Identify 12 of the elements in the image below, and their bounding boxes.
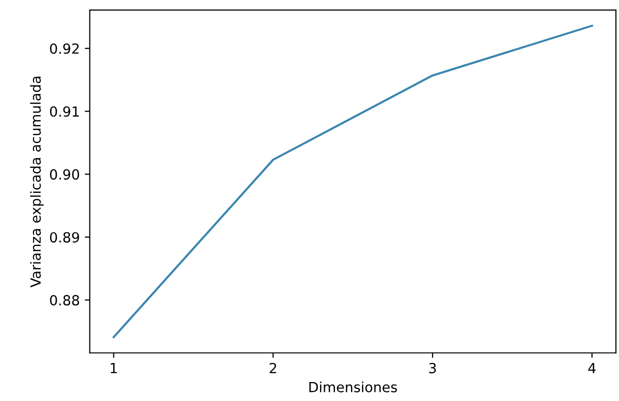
x-tick-label: 4 [588,363,596,374]
line-series [112,24,594,338]
y-tick-label: 0.89 [50,232,80,243]
y-axis-title: Varianza explicada acumulada [30,76,44,288]
x-tick-label: 1 [110,363,117,374]
y-tick-label: 0.91 [50,106,79,117]
x-tick-label: 2 [270,362,276,374]
x-axis-title: Dimensiones [309,382,397,392]
y-tick-label: 0.92 [50,43,79,54]
x-tick-label: 3 [429,362,436,374]
y-tick-label: 0.88 [50,295,80,306]
y-tick-label: 0.90 [50,169,80,180]
